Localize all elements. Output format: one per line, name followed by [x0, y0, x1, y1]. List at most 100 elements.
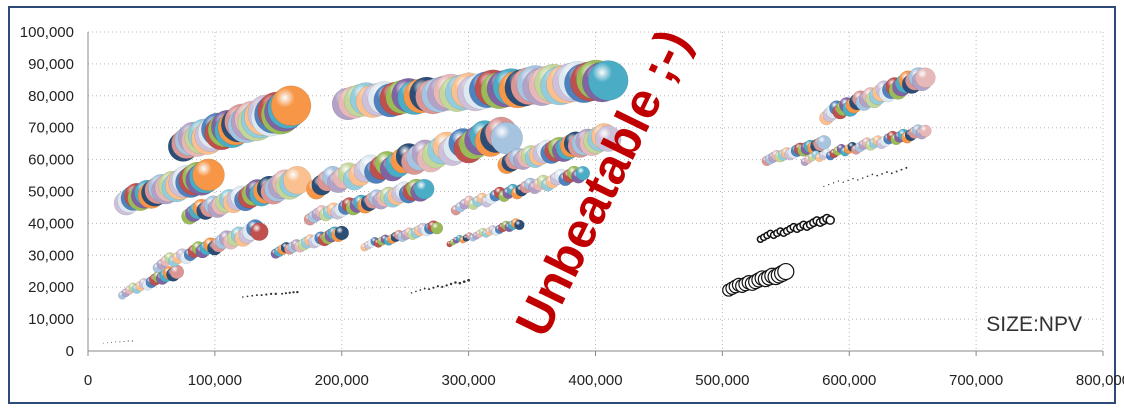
bubble-s12-p5 [388, 287, 390, 289]
y-tick-label: 30,000 [28, 247, 74, 264]
y-tick-label: 100,000 [20, 24, 74, 41]
bubble-s22-p8 [861, 177, 864, 179]
bubble-s14-p6 [436, 285, 439, 288]
bubble-s22-p3 [837, 180, 840, 182]
bubble-size-legend: SIZE:NPV [986, 313, 1082, 336]
x-tick-label: 400,000 [568, 372, 622, 389]
bubble-s22-p13 [886, 171, 888, 173]
x-tick-label: 100,000 [188, 372, 242, 389]
bubble-s6-p5 [265, 293, 268, 296]
x-tick-label: 300,000 [442, 372, 496, 389]
bubble-s2-p25 [250, 222, 269, 241]
bubble-s18-p17 [777, 262, 795, 281]
bubble-s21-p33 [919, 124, 932, 138]
x-tick-label: 800,000 [1076, 372, 1124, 389]
y-tick-label: 10,000 [28, 311, 74, 328]
bubble-s6-p7 [274, 292, 277, 296]
bubble-s12-p6 [396, 286, 398, 288]
bubble-s22-p6 [852, 177, 854, 180]
bubble-s22-p2 [832, 182, 835, 184]
bubble-s11-p43 [587, 60, 629, 101]
bubble-s12-p4 [380, 287, 382, 289]
y-tick-label: 40,000 [28, 215, 74, 232]
bubble-s14-p4 [428, 288, 431, 291]
bubble-s7-p2 [288, 291, 291, 294]
bubble-s0-p0 [102, 342, 104, 344]
bubble-s22-p9 [866, 175, 869, 178]
bubble-s14-p1 [415, 290, 417, 293]
x-tick-label: 600,000 [822, 372, 876, 389]
bubble-s23-p29 [915, 67, 936, 88]
x-tick-label: 700,000 [949, 372, 1003, 389]
y-tick-label: 60,000 [28, 152, 74, 169]
bubble-s0-p5 [123, 340, 125, 342]
bubble-s22-p16 [900, 168, 903, 171]
bubble-s6-p3 [255, 294, 258, 297]
bubble-s20-p17 [816, 135, 832, 150]
bubble-s12-p2 [364, 287, 365, 289]
bubble-s0-p6 [127, 340, 129, 342]
bubble-s22-p0 [823, 185, 825, 187]
bubble-s22-p7 [857, 179, 859, 181]
x-tick-label: 0 [84, 372, 92, 389]
bubble-s0-p4 [119, 341, 121, 343]
bubble-s19-p21 [825, 215, 835, 225]
bubble-s14-p7 [441, 285, 444, 288]
bubble-s8-p19 [334, 225, 349, 241]
bubble-s6-p2 [251, 294, 254, 297]
bubble-s14-p2 [419, 289, 422, 291]
bubble-s22-p17 [905, 166, 908, 169]
y-tick-label: 0 [66, 343, 74, 360]
bubble-s6-p0 [241, 296, 244, 298]
bubble-s15-p21 [514, 219, 525, 231]
axes [87, 32, 1103, 352]
bubble-s13-p21 [430, 221, 444, 235]
bubble-s12-p3 [372, 287, 373, 289]
bubble-s7-p3 [292, 291, 295, 294]
bubble-s12-p1 [355, 288, 357, 289]
bubble-s1-p15 [169, 264, 185, 280]
y-tick-label: 50,000 [28, 184, 74, 201]
y-tick-label: 20,000 [28, 279, 74, 296]
bubble-s16-p29 [575, 166, 591, 181]
bubble-s22-p4 [842, 181, 844, 183]
bubble-s0-p3 [115, 341, 117, 343]
bubble-s3-p27 [283, 165, 312, 195]
x-tick-label: 500,000 [695, 372, 749, 389]
bubble-s0-p1 [106, 342, 108, 344]
bubble-s7-p4 [296, 290, 299, 294]
bubbles [102, 59, 936, 344]
bubble-s10-p35 [490, 121, 523, 155]
bubble-s12-p0 [347, 288, 349, 290]
bubble-s22-p12 [881, 172, 883, 175]
grid-lines [87, 31, 1104, 356]
x-tick-label: 200,000 [315, 372, 369, 389]
bubble-s14-p9 [449, 282, 453, 286]
bubble-s4-p23 [192, 158, 225, 192]
bubble-s7-p0 [281, 292, 284, 295]
bubble-s0-p2 [111, 341, 113, 343]
bubble-s22-p11 [876, 174, 879, 177]
bubble-s14-p3 [423, 287, 426, 290]
bubble-s22-p14 [890, 172, 893, 175]
bubble-s14-p5 [432, 286, 435, 289]
y-tick-label: 80,000 [28, 88, 74, 105]
y-tick-label: 90,000 [28, 56, 74, 73]
bubble-s22-p15 [895, 170, 898, 173]
bubble-s5-p31 [270, 85, 312, 127]
bubble-s22-p1 [828, 183, 830, 186]
bubble-s22-p10 [871, 173, 874, 176]
bubble-s7-p1 [284, 292, 287, 295]
bubble-s12-p7 [404, 286, 406, 288]
bubble-s14-p0 [410, 292, 413, 294]
bubble-s14-p13 [467, 278, 471, 282]
bubble-s9-p29 [413, 178, 435, 200]
bubble-s14-p11 [458, 281, 462, 285]
bubble-s14-p12 [462, 280, 466, 284]
bubble-s0-p7 [131, 340, 134, 342]
bubble-s17-p25 [594, 125, 622, 152]
bubble-s14-p10 [454, 281, 457, 284]
bubble-s22-p5 [847, 179, 849, 182]
bubble-s6-p6 [269, 292, 273, 296]
